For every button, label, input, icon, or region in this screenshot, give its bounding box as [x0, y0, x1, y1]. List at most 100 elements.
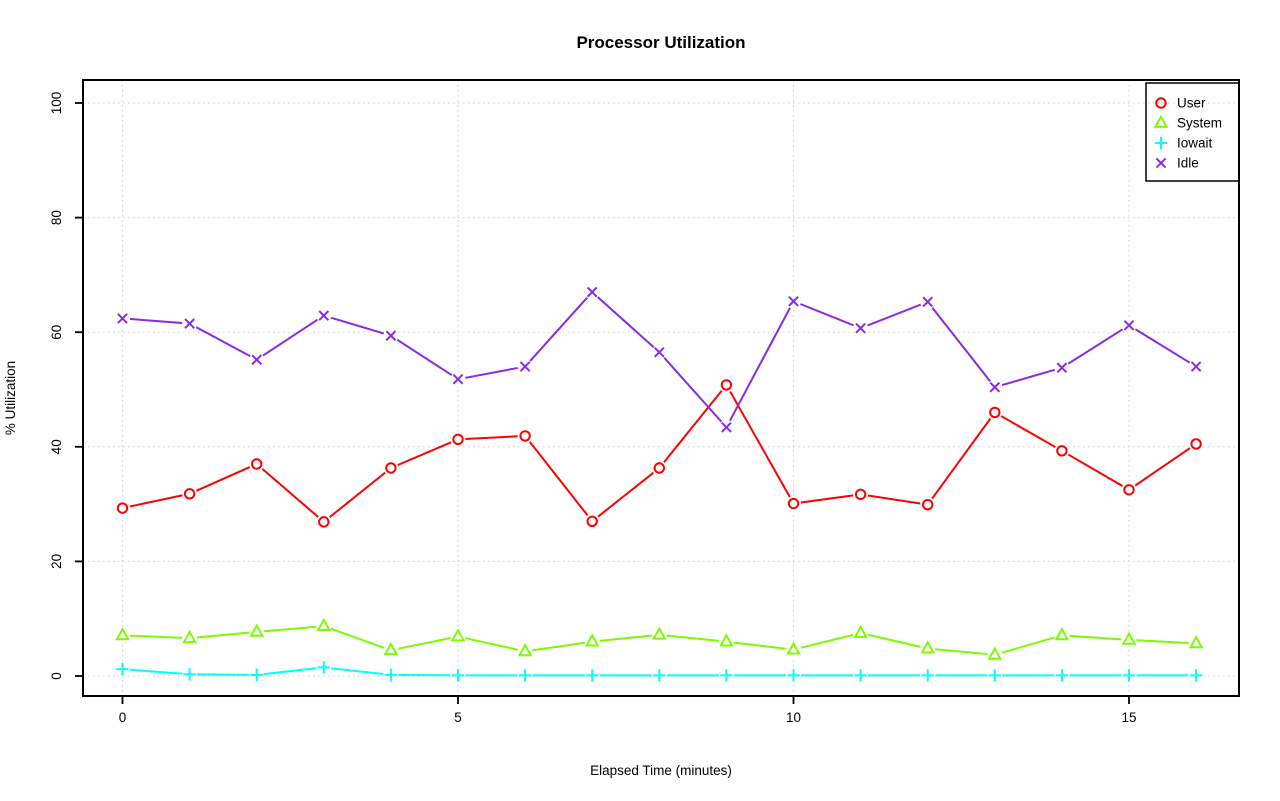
y-tick-label: 60: [49, 325, 64, 340]
data-point-circle-icon: [787, 497, 800, 510]
data-point-x-icon: [788, 295, 799, 307]
data-point-x-icon: [922, 296, 934, 308]
data-point-x-icon: [653, 346, 665, 358]
legend-plus-icon: [1154, 136, 1168, 150]
x-tick-label: 15: [1121, 710, 1136, 725]
data-point-circle-icon: [1056, 445, 1068, 457]
data-point-x-icon: [452, 373, 464, 385]
data-point-plus-icon: [787, 669, 800, 682]
data-point-circle-icon: [318, 516, 330, 528]
data-point-triangle-icon: [517, 643, 533, 657]
x-tick-label: 5: [454, 710, 462, 725]
data-point-circle-icon: [519, 430, 531, 442]
y-tick-label: 20: [49, 554, 64, 569]
data-point-triangle-icon: [786, 641, 801, 655]
data-point-plus-icon: [250, 668, 263, 682]
data-point-x-icon: [1123, 320, 1135, 331]
data-point-circle-icon: [116, 502, 129, 514]
y-tick-label: 100: [49, 92, 64, 115]
y-tick-label: 0: [49, 672, 64, 680]
data-point-plus-icon: [586, 669, 599, 682]
legend-triangle-icon: [1153, 114, 1169, 128]
data-point-triangle-icon: [584, 633, 600, 647]
data-point-x-icon: [721, 422, 732, 433]
data-point-triangle-icon: [719, 633, 734, 647]
legend-item-label: User: [1177, 96, 1206, 111]
data-point-plus-icon: [1122, 669, 1136, 682]
x-tick-label: 0: [119, 710, 127, 725]
legend-circle-icon: [1155, 97, 1167, 109]
data-point-triangle-icon: [450, 628, 466, 642]
data-point-x-icon: [519, 361, 531, 372]
data-point-triangle-icon: [652, 626, 667, 640]
data-point-triangle-icon: [853, 624, 868, 638]
y-axis-title: % Utilization: [3, 361, 18, 435]
series-user: [115, 377, 1204, 530]
data-point-x-icon: [184, 318, 195, 329]
data-point-circle-icon: [385, 462, 397, 474]
data-point-triangle-icon: [249, 623, 264, 637]
data-point-triangle-icon: [383, 641, 399, 656]
data-point-plus-icon: [1055, 669, 1069, 682]
y-tick-label: 80: [49, 210, 64, 225]
data-point-x-icon: [1190, 361, 1202, 372]
series-iowait: [115, 659, 1204, 683]
data-point-triangle-icon: [182, 629, 197, 644]
data-point-x-icon: [855, 322, 866, 334]
plot-border: [82, 79, 1240, 697]
data-point-triangle-icon: [987, 646, 1003, 660]
data-point-plus-icon: [518, 669, 532, 682]
legend-item-iowait: Iowait: [1154, 136, 1213, 151]
data-point-plus-icon: [1189, 669, 1203, 682]
data-point-x-icon: [989, 381, 1001, 393]
data-point-x-icon: [117, 313, 128, 324]
data-point-x-icon: [251, 354, 263, 366]
x-tick-label: 10: [786, 710, 801, 725]
legend-item-system: System: [1153, 114, 1222, 131]
legend-item-user: User: [1155, 96, 1206, 111]
data-point-triangle-icon: [115, 627, 130, 641]
data-point-triangle-icon: [1054, 627, 1070, 641]
data-point-triangle-icon: [1121, 631, 1137, 645]
data-point-plus-icon: [183, 668, 196, 681]
data-point-plus-icon: [116, 662, 129, 676]
data-point-circle-icon: [1190, 438, 1202, 450]
data-point-x-icon: [318, 310, 330, 321]
legend-x-icon: [1155, 157, 1167, 169]
data-point-circle-icon: [586, 515, 598, 527]
series-line: [122, 383, 1197, 524]
data-point-plus-icon: [921, 669, 934, 682]
data-point-triangle-icon: [920, 640, 935, 654]
chart-title: Processor Utilization: [576, 33, 745, 52]
data-point-circle-icon: [251, 458, 263, 470]
data-point-circle-icon: [922, 498, 934, 511]
series-system: [115, 617, 1204, 663]
data-point-plus-icon: [854, 669, 867, 682]
data-point-circle-icon: [183, 488, 196, 500]
data-point-plus-icon: [720, 669, 733, 682]
legend-item-label: Iowait: [1177, 136, 1213, 151]
data-point-plus-icon: [653, 669, 666, 682]
data-point-circle-icon: [1123, 484, 1135, 496]
data-point-x-icon: [586, 286, 598, 298]
y-tick-label: 40: [49, 439, 64, 454]
data-point-x-icon: [1056, 362, 1068, 374]
data-point-circle-icon: [653, 462, 665, 474]
data-point-circle-icon: [854, 488, 867, 501]
data-point-plus-icon: [317, 661, 330, 674]
data-point-circle-icon: [720, 379, 733, 391]
legend-item-label: Idle: [1177, 156, 1199, 171]
data-point-triangle-icon: [1188, 635, 1204, 649]
data-point-circle-icon: [452, 433, 464, 446]
plot-layer: 0 5 10 15 0 20 40 60 80 100 User System Iowait Idle: [49, 79, 1240, 725]
data-point-plus-icon: [451, 669, 465, 682]
data-point-circle-icon: [989, 406, 1001, 419]
legend-item-idle: Idle: [1155, 156, 1199, 171]
data-point-x-icon: [385, 330, 397, 341]
legend: User System Iowait Idle: [1145, 82, 1240, 182]
data-point-plus-icon: [384, 668, 398, 682]
legend-box: [1145, 82, 1240, 182]
data-point-triangle-icon: [316, 617, 332, 632]
